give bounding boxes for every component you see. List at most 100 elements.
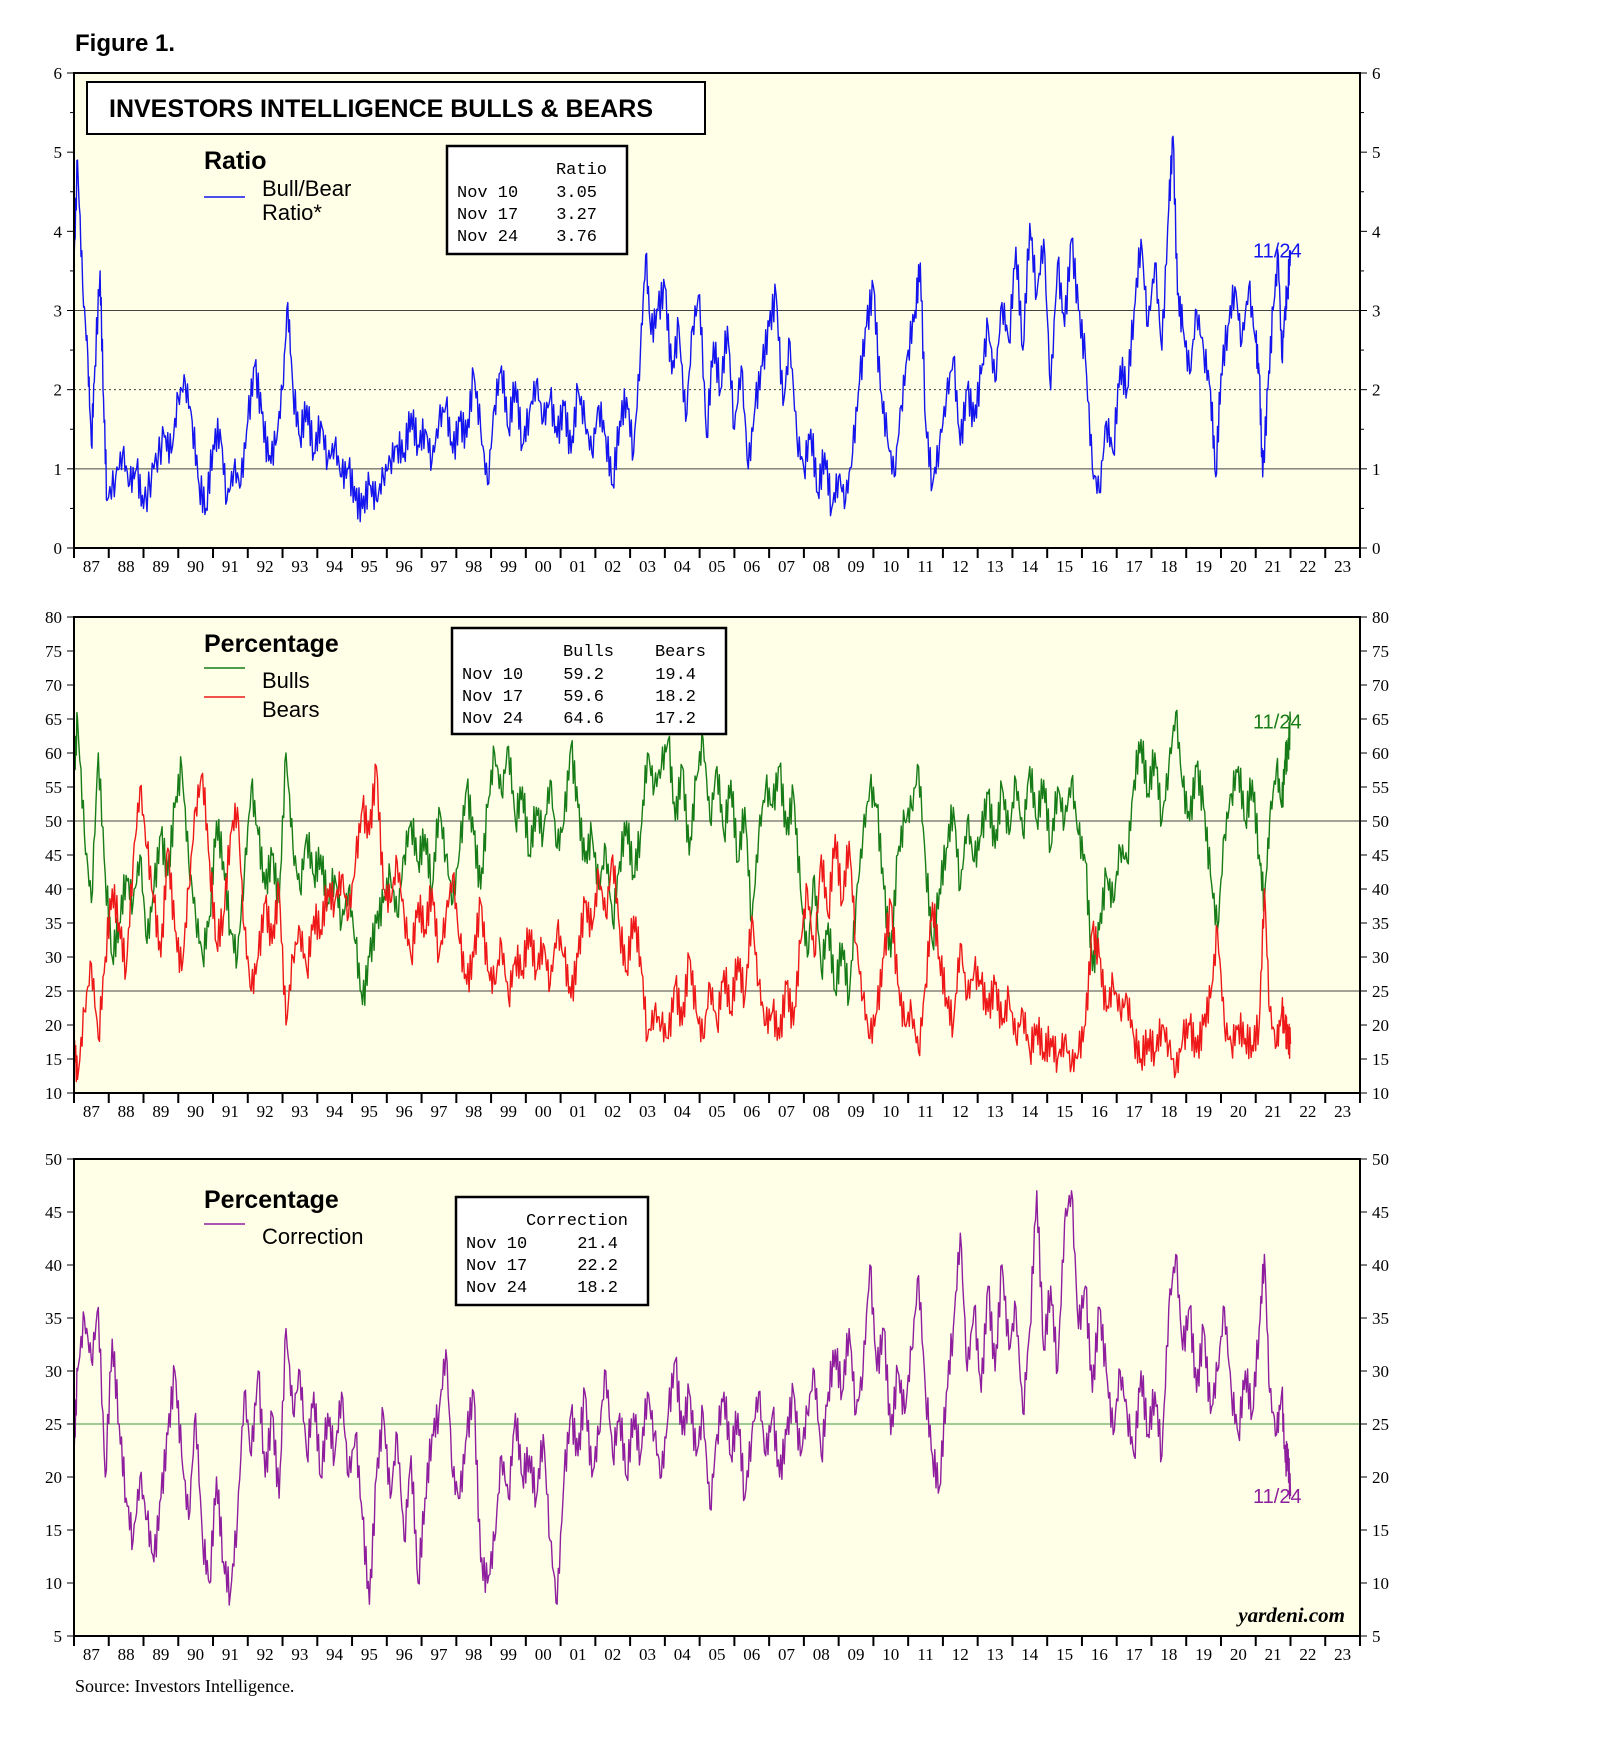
- table-date: Nov 17: [457, 206, 518, 225]
- x-tick-label: 09: [848, 1645, 865, 1664]
- y-tick-label-right: 55: [1372, 778, 1389, 797]
- y-tick-label-right: 5: [1372, 143, 1381, 162]
- x-tick-label: 13: [987, 557, 1004, 576]
- x-tick-label: 96: [396, 557, 413, 576]
- y-tick-label-right: 5: [1372, 1627, 1381, 1646]
- x-tick-label: 08: [813, 557, 830, 576]
- x-tick-label: 87: [83, 1645, 101, 1664]
- x-tick-label: 90: [187, 1645, 204, 1664]
- table-date: Nov 10: [466, 1235, 527, 1254]
- x-tick-label: 96: [396, 1645, 413, 1664]
- y-tick-label-left: 30: [45, 948, 62, 967]
- y-tick-label-right: 20: [1372, 1016, 1389, 1035]
- chart-panel-1: 0 01 12 23 34 45 56 687 88 89 90 91 92 93 94 95 96 97 98 99…: [54, 64, 1382, 576]
- x-tick-label: 15: [1056, 1102, 1073, 1121]
- plot-frame: [73, 1158, 1361, 1637]
- y-tick-label-right: 2: [1372, 381, 1381, 400]
- x-tick-label: 21: [1265, 1102, 1282, 1121]
- x-tick-label: 13: [987, 1645, 1004, 1664]
- y-tick-label-right: 45: [1372, 846, 1389, 865]
- x-tick-label: 22: [1299, 1102, 1316, 1121]
- x-tick-label: 23: [1334, 557, 1351, 576]
- x-tick-label: 12: [952, 557, 969, 576]
- y-tick-label-left: 15: [45, 1521, 62, 1540]
- table-header: Bulls: [563, 643, 614, 662]
- y-tick-label-right: 4: [1372, 222, 1381, 241]
- x-tick-label: 00: [535, 557, 552, 576]
- x-tick-label: 03: [639, 1645, 656, 1664]
- x-tick-label: 20: [1230, 1102, 1247, 1121]
- table-value: 19.4: [655, 666, 696, 685]
- x-tick-label: 98: [465, 557, 482, 576]
- y-tick-label-left: 3: [54, 302, 63, 321]
- chart-panel-3: 5 5 10 10 15 15 20 20 25 25 30 30 35 35 40 40 45 45 50 50 87…: [45, 1150, 1389, 1664]
- y-tick-label-left: 5: [54, 143, 63, 162]
- panel-subtitle: Percentage: [204, 1186, 339, 1214]
- x-tick-label: 00: [535, 1645, 552, 1664]
- y-tick-label-right: 30: [1372, 1362, 1389, 1381]
- x-tick-label: 21: [1265, 1645, 1282, 1664]
- table-value: 59.6: [563, 688, 604, 707]
- y-tick-label-right: 6: [1372, 64, 1381, 83]
- x-tick-label: 21: [1265, 557, 1282, 576]
- x-tick-label: 91: [222, 1645, 239, 1664]
- x-tick-label: 06: [743, 1102, 760, 1121]
- y-tick-label-right: 65: [1372, 710, 1389, 729]
- x-tick-label: 94: [326, 1102, 344, 1121]
- x-tick-label: 00: [535, 1102, 552, 1121]
- y-tick-label-right: 30: [1372, 948, 1389, 967]
- y-tick-label-left: 25: [45, 1415, 62, 1434]
- x-tick-label: 11: [917, 557, 933, 576]
- table-value: 59.2: [563, 666, 604, 685]
- legend-label: Correction: [262, 1224, 363, 1249]
- table-date: Nov 10: [457, 184, 518, 203]
- x-tick-label: 95: [361, 1645, 378, 1664]
- y-tick-label-left: 0: [54, 539, 63, 558]
- x-tick-label: 88: [118, 557, 135, 576]
- x-tick-label: 87: [83, 557, 101, 576]
- x-tick-label: 91: [222, 1102, 239, 1121]
- y-tick-label-left: 4: [54, 222, 63, 241]
- table-value: 18.2: [655, 688, 696, 707]
- y-tick-label-right: 80: [1372, 608, 1389, 627]
- x-tick-label: 96: [396, 1102, 413, 1121]
- table-date: Nov 17: [466, 1257, 527, 1276]
- table-date: Nov 10: [462, 666, 523, 685]
- x-tick-label: 22: [1299, 1645, 1316, 1664]
- y-tick-label-right: 40: [1372, 1256, 1389, 1275]
- y-tick-label-right: 45: [1372, 1203, 1389, 1222]
- table-value: 64.6: [563, 710, 604, 729]
- y-tick-label-left: 30: [45, 1362, 62, 1381]
- chart-title-box: [86, 81, 706, 135]
- x-tick-label: 17: [1126, 1645, 1144, 1664]
- y-tick-label-right: 10: [1372, 1574, 1389, 1593]
- x-tick-label: 97: [430, 1102, 448, 1121]
- y-tick-label-left: 55: [45, 778, 62, 797]
- table-value: 3.27: [556, 206, 597, 225]
- x-tick-label: 93: [291, 557, 308, 576]
- x-tick-label: 97: [430, 1645, 448, 1664]
- x-tick-label: 16: [1091, 557, 1108, 576]
- table-value: 18.2: [577, 1279, 618, 1298]
- x-tick-label: 92: [257, 557, 274, 576]
- x-tick-label: 17: [1126, 1102, 1144, 1121]
- panel-subtitle: Percentage: [204, 630, 339, 658]
- y-tick-label-left: 75: [45, 642, 62, 661]
- legend-label: Bull/Bear: [262, 176, 351, 201]
- x-tick-label: 02: [604, 1102, 621, 1121]
- table-header: Bears: [655, 643, 706, 662]
- source-note: Source: Investors Intelligence.: [75, 1676, 295, 1696]
- x-tick-label: 10: [882, 1645, 899, 1664]
- y-tick-label-right: 25: [1372, 982, 1389, 1001]
- y-tick-label-left: 35: [45, 1309, 62, 1328]
- x-tick-label: 04: [674, 1102, 692, 1121]
- x-tick-label: 18: [1160, 1102, 1177, 1121]
- y-tick-label-left: 10: [45, 1574, 62, 1593]
- x-tick-label: 09: [848, 557, 865, 576]
- x-tick-label: 05: [709, 1645, 726, 1664]
- series-line-correction: [73, 1190, 1292, 1606]
- x-tick-label: 87: [83, 1102, 101, 1121]
- x-tick-label: 07: [778, 1645, 796, 1664]
- x-tick-label: 15: [1056, 1645, 1073, 1664]
- x-tick-label: 99: [500, 1102, 517, 1121]
